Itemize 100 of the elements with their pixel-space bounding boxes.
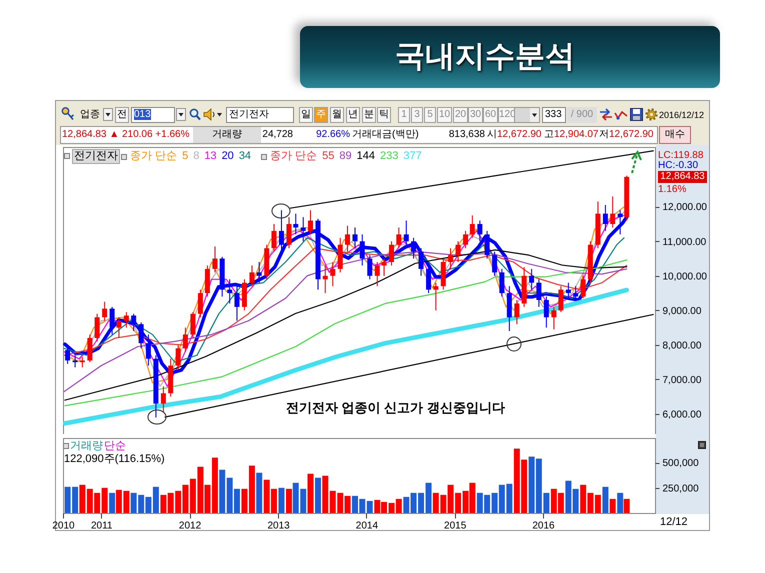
candlestick — [396, 226, 402, 249]
text: 144 — [356, 150, 375, 163]
annotation: 전기전자 업종이 신고가 갱신중입니다 — [280, 398, 511, 418]
x-tick-label: 2012 — [178, 520, 202, 532]
text: 34 — [238, 150, 252, 163]
candlestick — [256, 262, 262, 284]
candlestick — [345, 225, 350, 252]
text: 2016/12/12 — [659, 109, 706, 122]
y-tick-label: 250,000 — [662, 483, 700, 494]
text: 30 — [468, 107, 483, 123]
candlestick — [418, 248, 424, 276]
y-tick-label: 12,000.00 — [662, 202, 708, 214]
candlestick — [182, 327, 188, 352]
text: 13 — [204, 150, 217, 163]
candlestick — [566, 282, 571, 300]
candlestick — [87, 334, 92, 363]
text: 시 — [487, 128, 497, 142]
candlestick — [286, 216, 292, 249]
candlestick — [551, 306, 556, 330]
text: 틱 — [377, 107, 391, 123]
bar — [610, 498, 616, 513]
bar — [617, 492, 624, 513]
y-tick-label: 8,000.00 — [662, 340, 702, 352]
candlestick — [456, 240, 461, 263]
candlestick — [463, 230, 468, 249]
candlestick — [227, 278, 232, 304]
bar — [624, 498, 630, 513]
candlestick — [124, 312, 129, 328]
text: 거래량 — [193, 127, 261, 143]
candlestick — [116, 316, 122, 338]
candlestick — [176, 344, 181, 370]
y-tick-label: 9,000.00 — [662, 306, 702, 317]
text: 월 — [330, 107, 344, 123]
candlestick — [110, 306, 115, 336]
text: 5 — [424, 107, 436, 123]
candlestick — [558, 286, 564, 313]
text: 5 — [182, 150, 188, 163]
x-tick-label: 2014 — [356, 520, 378, 532]
candlestick — [146, 334, 151, 366]
text: 377 — [403, 150, 422, 163]
candlestick — [271, 224, 276, 252]
candlestick — [131, 313, 136, 332]
candlestick — [94, 313, 100, 342]
text: / 900 — [567, 107, 597, 123]
x-tick-label: 2010 — [52, 520, 76, 532]
text: 233 — [380, 150, 398, 163]
text: 89 — [339, 150, 352, 163]
text: 고 — [544, 128, 554, 142]
text: 업종 — [79, 108, 101, 122]
candlestick — [426, 264, 432, 294]
text: 813,638 — [448, 128, 486, 142]
candlestick — [514, 300, 520, 325]
text: 55 — [322, 150, 334, 163]
bar — [256, 472, 262, 513]
candlestick — [160, 386, 166, 413]
bar — [602, 486, 608, 513]
y-tick-label: 11,000.00 — [662, 236, 707, 248]
candlestick — [544, 296, 549, 328]
candlestick — [610, 196, 616, 228]
candlestick — [322, 264, 328, 294]
candlestick — [389, 240, 394, 266]
text: 12,864.83 — [658, 171, 707, 183]
text: 전 — [115, 107, 129, 123]
text: 24,728 — [261, 128, 294, 142]
candlestick — [367, 254, 372, 280]
text: 주 — [314, 107, 328, 123]
y-tick-label: 500,000 — [662, 458, 700, 470]
candlestick — [138, 322, 144, 349]
candlestick — [448, 248, 454, 270]
bar — [278, 488, 284, 513]
candlestick — [580, 275, 586, 299]
text: 12/12 — [660, 516, 688, 528]
text: 12,904.07 — [554, 128, 599, 142]
text: 92.66% — [315, 128, 351, 142]
text: HC:-0.30 — [658, 160, 700, 171]
annotation: 거래량 — [70, 440, 103, 452]
annotation: 단순 — [104, 440, 126, 452]
text: 1.16% — [658, 184, 688, 195]
x-tick-label: 2011 — [90, 520, 113, 532]
y-tick-label: 10,000.00 — [662, 271, 708, 282]
text: 종가 단순 — [270, 150, 318, 162]
candlestick — [529, 268, 534, 290]
candlestick — [433, 282, 438, 311]
bar — [307, 474, 314, 513]
text: 333 — [542, 107, 566, 123]
text: 분 — [362, 107, 376, 123]
candlestick — [190, 312, 196, 338]
candlestick — [234, 286, 240, 322]
candlestick — [249, 264, 254, 287]
text: 20 — [222, 150, 234, 163]
candlestick — [308, 210, 313, 235]
candlestick — [536, 278, 542, 308]
bar — [314, 478, 321, 513]
candlestick — [352, 226, 358, 249]
candlestick — [484, 230, 490, 260]
text: 12,864.83 ▲ 210.06 +1.66% — [62, 128, 190, 142]
text: 20 — [453, 107, 468, 123]
x-tick-label: 2013 — [267, 520, 290, 532]
candlestick — [477, 220, 482, 242]
candlestick — [212, 246, 218, 273]
